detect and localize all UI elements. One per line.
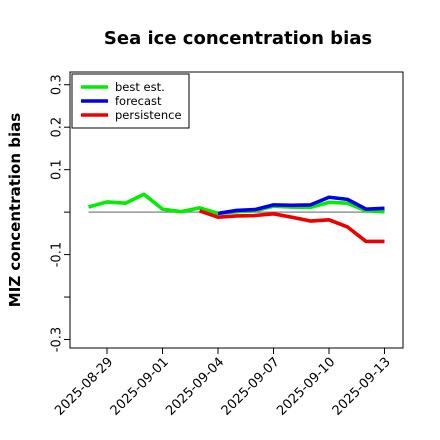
- y-tick-label: 0.3: [50, 74, 65, 95]
- x-tick-label: 2025-09-13: [330, 355, 394, 419]
- y-tick-label: 0.1: [50, 159, 65, 180]
- x-tick-label: 2025-09-01: [108, 355, 172, 419]
- x-tick-label: 2025-09-07: [219, 355, 283, 419]
- y-tick-label: -0.3: [50, 327, 65, 352]
- legend-entry: best est.: [115, 80, 165, 94]
- y-tick-label: -0.1: [50, 242, 65, 267]
- chart-title: Sea ice concentration bias: [104, 28, 372, 49]
- series-line-forecast: [217, 195, 385, 216]
- y-tick-label: 0.2: [50, 117, 65, 138]
- plot-area: [88, 192, 385, 244]
- x-tick-label: 2025-08-29: [52, 355, 116, 419]
- x-tick-label: 2025-09-04: [163, 355, 227, 419]
- legend-entry: persistence: [115, 108, 182, 122]
- legend-entry: forecast: [115, 94, 162, 108]
- series-line-persistence: [198, 209, 385, 244]
- plot-frame: [69, 71, 404, 349]
- y-axis-label: MIZ concentration bias: [6, 113, 24, 307]
- x-tick-label: 2025-09-10: [274, 355, 338, 419]
